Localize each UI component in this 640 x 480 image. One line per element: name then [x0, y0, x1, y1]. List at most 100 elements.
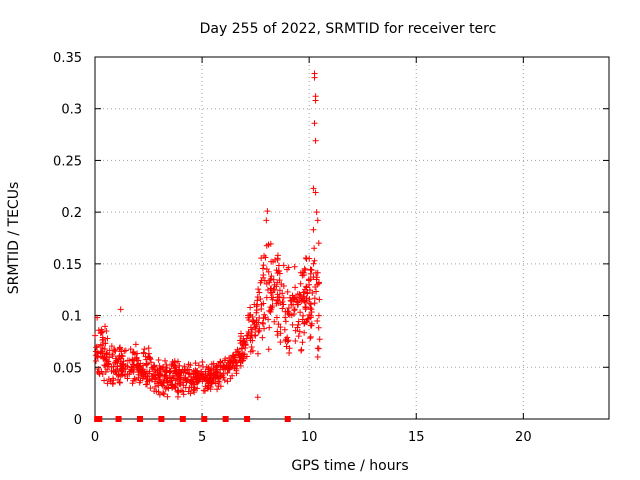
- data-point: [282, 337, 289, 344]
- data-point: [303, 295, 310, 302]
- data-point: [94, 314, 101, 321]
- data-point: [280, 294, 287, 301]
- y-tick-label: 0.05: [53, 361, 82, 376]
- data-point: [102, 323, 109, 330]
- data-point: [271, 286, 278, 293]
- data-point: [259, 265, 266, 272]
- data-point: [263, 242, 270, 249]
- data-point: [312, 189, 319, 196]
- data-point: [145, 345, 152, 352]
- data-point: [315, 240, 322, 247]
- data-point: [142, 381, 149, 388]
- data-point: [253, 317, 260, 324]
- data-point: [232, 357, 239, 364]
- data-point: [210, 360, 217, 367]
- data-point: [260, 300, 267, 307]
- data-point: [307, 322, 314, 329]
- data-point: [294, 324, 301, 331]
- data-point: [248, 326, 255, 333]
- data-point: [144, 361, 151, 368]
- data-point: [301, 265, 308, 272]
- data-point: [233, 349, 240, 356]
- data-point: [255, 286, 262, 293]
- data-point: [180, 391, 187, 398]
- data-point: [187, 362, 194, 369]
- data-point: [193, 374, 200, 381]
- data-point: [287, 297, 294, 304]
- data-point: [261, 252, 268, 259]
- data-point: [311, 257, 318, 264]
- data-point: [154, 367, 161, 374]
- data-point: [116, 379, 123, 386]
- data-point: [145, 350, 152, 357]
- data-point: [270, 276, 277, 283]
- data-point: [237, 337, 244, 344]
- data-point: [315, 279, 322, 286]
- data-point: [271, 318, 278, 325]
- data-point: [298, 298, 305, 305]
- data-point: [288, 312, 295, 319]
- data-point: [314, 317, 321, 324]
- data-point: [151, 378, 158, 385]
- zero-marker: [244, 416, 251, 422]
- data-point: [266, 324, 273, 331]
- data-point: [118, 352, 125, 359]
- data-point: [298, 346, 305, 353]
- data-point: [316, 296, 323, 303]
- data-point: [303, 283, 310, 290]
- data-point: [270, 294, 277, 301]
- data-point: [297, 280, 304, 287]
- zero-marker: [179, 416, 186, 422]
- data-point: [221, 377, 228, 384]
- data-point: [262, 314, 269, 321]
- data-point: [241, 351, 248, 358]
- data-point: [140, 349, 147, 356]
- data-point: [150, 363, 157, 370]
- data-point: [133, 376, 139, 383]
- data-point: [297, 309, 304, 316]
- chart-title: Day 255 of 2022, SRMTID for receiver ter…: [200, 21, 497, 37]
- data-point: [314, 217, 321, 224]
- data-point: [309, 289, 316, 296]
- x-tick-label: 5: [198, 430, 206, 445]
- data-point: [120, 364, 127, 371]
- x-tick-label: 10: [301, 430, 318, 445]
- data-point: [274, 291, 281, 298]
- zero-marker: [136, 416, 143, 422]
- data-point: [240, 335, 247, 342]
- data-point: [224, 378, 231, 385]
- data-point: [289, 321, 296, 328]
- y-tick-label: 0.2: [61, 206, 82, 221]
- data-point: [289, 294, 296, 301]
- data-point: [216, 378, 223, 385]
- data-point: [117, 306, 124, 313]
- data-point: [280, 301, 287, 308]
- data-point: [104, 349, 111, 356]
- data-point: [186, 384, 193, 391]
- data-point: [263, 266, 270, 273]
- data-point: [294, 301, 301, 308]
- data-point: [146, 370, 153, 377]
- data-point: [295, 318, 302, 325]
- data-point: [311, 295, 318, 302]
- data-point: [113, 367, 120, 374]
- data-point: [292, 327, 299, 334]
- axis-ticks: 0 0.05 0.1 0.15 0.2 0.25 0.3 0.35 0 5 10 15 20: [53, 51, 609, 445]
- data-point: [266, 307, 273, 314]
- data-point: [268, 258, 275, 265]
- data-point: [231, 364, 238, 371]
- data-point: [267, 276, 274, 283]
- data-point: [180, 379, 187, 386]
- data-point: [147, 385, 154, 392]
- data-point: [306, 255, 313, 262]
- data-point: [283, 343, 290, 350]
- data-point: [162, 385, 169, 392]
- data-point: [241, 338, 248, 345]
- data-point: [297, 292, 304, 299]
- data-point: [190, 387, 197, 394]
- data-point: [148, 376, 155, 383]
- data-point: [200, 374, 207, 381]
- data-point: [306, 300, 313, 307]
- data-point: [122, 347, 129, 354]
- data-point: [311, 120, 318, 127]
